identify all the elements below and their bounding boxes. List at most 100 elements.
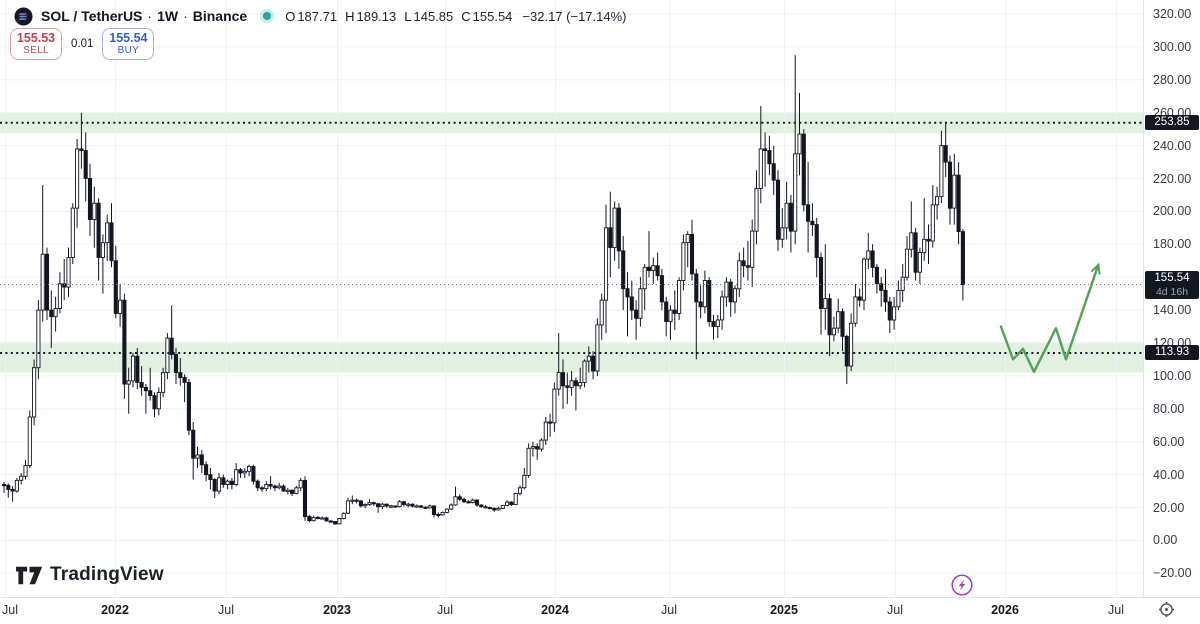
candle-body[interactable] — [720, 296, 725, 321]
candle-body[interactable] — [689, 233, 695, 275]
candle-body[interactable] — [874, 266, 879, 285]
candle-body[interactable] — [560, 372, 566, 387]
symbol-title[interactable]: SOL / TetherUS · 1W · Binance — [41, 8, 247, 24]
candle-body[interactable] — [100, 242, 105, 258]
candle-body[interactable] — [156, 391, 161, 410]
candle-body[interactable] — [470, 499, 475, 504]
candle-body[interactable] — [53, 308, 58, 318]
candle-body[interactable] — [500, 504, 505, 509]
candle-body[interactable] — [603, 227, 609, 301]
interval-label[interactable]: 1W — [157, 8, 179, 24]
candle-body[interactable] — [208, 474, 213, 480]
candle-body[interactable] — [960, 231, 965, 285]
candle-body[interactable] — [264, 484, 269, 490]
candle-body[interactable] — [853, 296, 858, 324]
candle-body[interactable] — [49, 309, 54, 318]
candle-body[interactable] — [548, 421, 553, 424]
candle-body[interactable] — [130, 355, 136, 382]
candle-body[interactable] — [204, 464, 209, 476]
candle-body[interactable] — [453, 496, 458, 506]
candle-body[interactable] — [315, 516, 320, 520]
candle-body[interactable] — [474, 499, 480, 506]
candle-body[interactable] — [363, 504, 368, 507]
candle-body[interactable] — [27, 416, 32, 466]
candle-body[interactable] — [629, 296, 634, 311]
candle-body[interactable] — [651, 265, 656, 272]
candle-body[interactable] — [827, 298, 832, 336]
candle-body[interactable] — [926, 238, 931, 242]
candle-body[interactable] — [801, 133, 806, 206]
candle-body[interactable] — [870, 250, 875, 268]
candle-body[interactable] — [367, 502, 372, 506]
candle-body[interactable] — [212, 479, 217, 492]
candle-body[interactable] — [298, 479, 303, 489]
candle-body[interactable] — [840, 311, 845, 337]
candle-body[interactable] — [591, 355, 596, 372]
candle-body[interactable] — [569, 380, 574, 388]
candle-body[interactable] — [634, 309, 639, 319]
tradingview-watermark[interactable]: TradingView — [16, 564, 164, 586]
highlight-zone[interactable] — [0, 112, 1143, 134]
candle-body[interactable] — [14, 479, 19, 492]
candle-body[interactable] — [388, 505, 394, 508]
candle-body[interactable] — [376, 503, 381, 508]
candle-body[interactable] — [595, 324, 600, 372]
candle-body[interactable] — [750, 230, 755, 268]
candle-body[interactable] — [479, 504, 484, 508]
candle-body[interactable] — [535, 446, 540, 450]
candle-body[interactable] — [754, 187, 759, 232]
candle-body[interactable] — [431, 505, 437, 515]
candle-body[interactable] — [582, 360, 587, 383]
candle-body[interactable] — [40, 253, 45, 311]
price-axis[interactable]: 320.00 300.00 280.00 260.00 240.00 220.00 200.… — [1143, 0, 1200, 597]
candle-body[interactable] — [23, 465, 28, 477]
candle-body[interactable] — [328, 520, 333, 523]
candle-body[interactable] — [285, 489, 290, 492]
candle-body[interactable] — [36, 309, 41, 369]
candle-body[interactable] — [642, 266, 647, 290]
candle-body[interactable] — [290, 489, 295, 494]
candle-body[interactable] — [57, 283, 62, 309]
candle-body[interactable] — [324, 517, 329, 522]
candle-body[interactable] — [294, 487, 299, 495]
candle-body[interactable] — [930, 204, 935, 242]
candle-body[interactable] — [380, 503, 385, 508]
candle-body[interactable] — [109, 222, 114, 262]
candle-body[interactable] — [509, 501, 514, 506]
candle-body[interactable] — [496, 507, 501, 511]
candle-body[interactable] — [186, 382, 191, 431]
candle-body[interactable] — [169, 337, 174, 355]
candle-body[interactable] — [436, 513, 441, 517]
candle-body[interactable] — [444, 508, 449, 513]
candle-body[interactable] — [793, 153, 798, 232]
candle-body[interactable] — [737, 260, 742, 290]
candle-body[interactable] — [879, 283, 884, 291]
candle-body[interactable] — [92, 202, 97, 221]
candle-body[interactable] — [775, 179, 781, 240]
projection-arrow[interactable] — [999, 262, 1101, 373]
candle-body[interactable] — [677, 280, 682, 314]
candle-body[interactable] — [96, 202, 101, 258]
candle-body[interactable] — [70, 207, 75, 258]
candle-body[interactable] — [178, 372, 183, 378]
candle-body[interactable] — [556, 372, 561, 390]
candle-body[interactable] — [952, 174, 957, 209]
candle-body[interactable] — [616, 207, 621, 252]
candle-body[interactable] — [358, 500, 363, 507]
candle-body[interactable] — [281, 485, 286, 492]
candle-body[interactable] — [302, 479, 308, 518]
candle-body[interactable] — [10, 488, 15, 492]
candle-body[interactable] — [173, 354, 179, 374]
candle-body[interactable] — [655, 265, 660, 277]
candle-body[interactable] — [522, 474, 527, 489]
candle-body[interactable] — [191, 429, 196, 459]
candle-body[interactable] — [118, 299, 123, 314]
candle-body[interactable] — [466, 501, 471, 504]
candle-body[interactable] — [143, 386, 148, 392]
candle-body[interactable] — [741, 260, 746, 267]
candle-body[interactable] — [922, 238, 927, 254]
candle-body[interactable] — [195, 454, 200, 459]
candle-body[interactable] — [883, 289, 888, 303]
candle-body[interactable] — [517, 487, 523, 495]
candle-body[interactable] — [462, 498, 467, 503]
